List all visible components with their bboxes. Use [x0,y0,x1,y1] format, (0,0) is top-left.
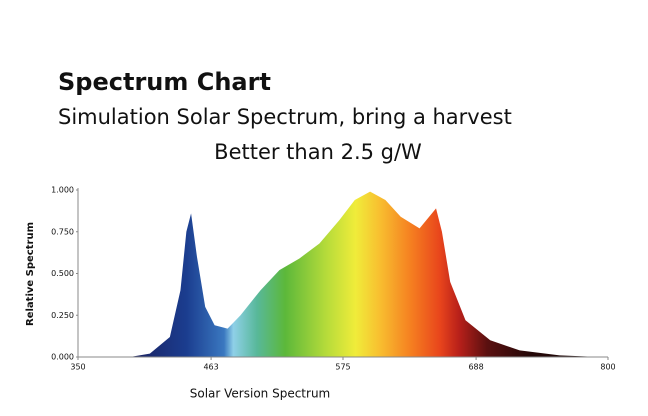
y-tick-label: 0.500 [51,269,74,278]
y-tick-label: 1.000 [51,186,74,195]
x-tick-label: 688 [468,363,483,372]
x-tick-label: 800 [600,363,615,372]
chart-subtitle: Simulation Solar Spectrum, bring a harve… [58,105,512,129]
x-tick-label: 463 [203,363,218,372]
x-tick-label: 350 [70,363,85,372]
y-axis-label: Relative Spectrum [25,222,36,326]
x-axis-label: Solar Version Spectrum [190,387,330,401]
chart-subtitle: Better than 2.5 g/W [214,140,422,164]
y-tick-label: 0.250 [51,311,74,320]
chart-title: Spectrum Chart [58,68,271,96]
spectrum-area [129,191,600,357]
y-tick-label: 0.750 [51,227,74,236]
x-tick-label: 575 [335,363,350,372]
y-tick-label: 0.000 [51,353,74,362]
